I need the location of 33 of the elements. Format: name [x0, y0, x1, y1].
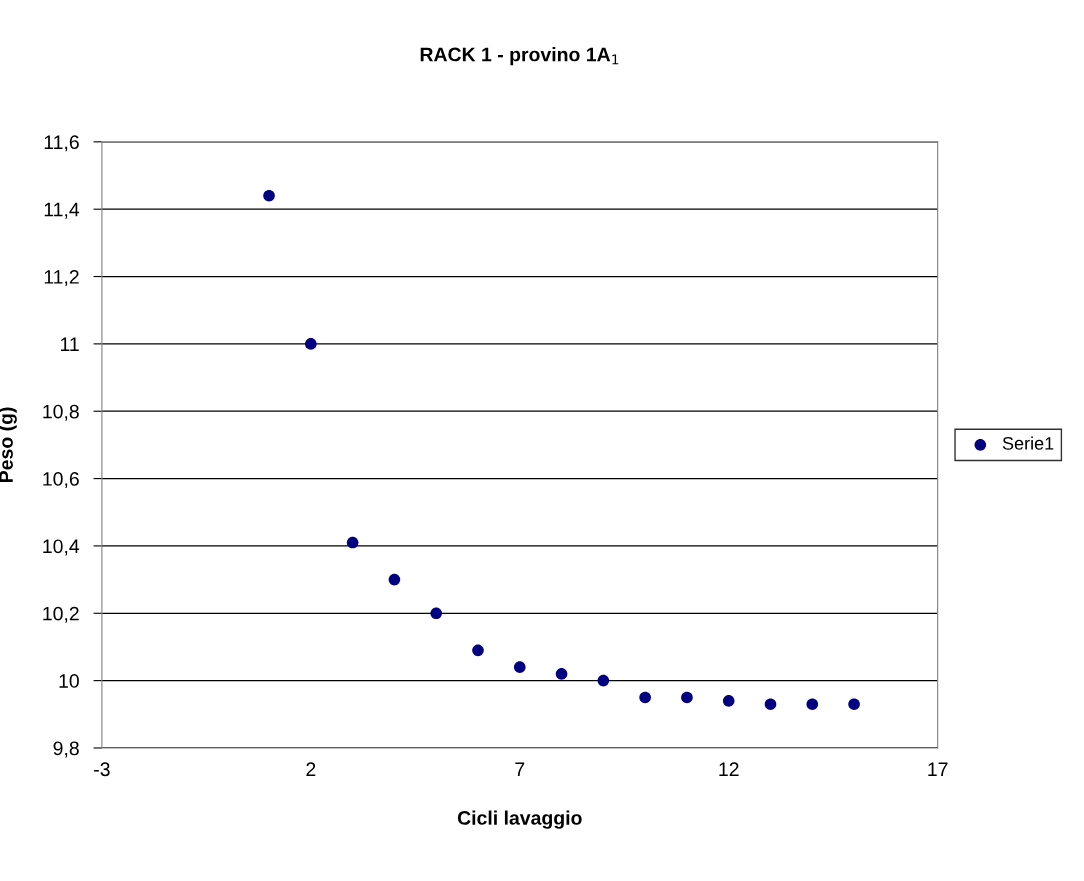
- y-tick-label: 11,4: [44, 202, 80, 219]
- y-tick-label: 10,6: [43, 472, 79, 489]
- point: [806, 698, 819, 710]
- point: [346, 536, 359, 549]
- y-tick-label: 11,2: [44, 270, 79, 287]
- point: [681, 691, 693, 704]
- y-tick-label: 10,2: [43, 606, 79, 623]
- x-tick-label: 7: [515, 762, 525, 776]
- y-tick-label: 10,4: [43, 539, 80, 556]
- point: [305, 338, 317, 350]
- x-tick-label: -3: [94, 762, 110, 777]
- point: [722, 695, 735, 707]
- x-tick-label: 17: [928, 762, 948, 776]
- point: [555, 668, 568, 680]
- point: [513, 661, 526, 673]
- y-tick-label: 10: [59, 674, 79, 688]
- point: [430, 607, 443, 620]
- x-tick-label: 2: [306, 762, 316, 776]
- point: [639, 691, 651, 704]
- point: [388, 573, 401, 586]
- point: [472, 644, 484, 657]
- x-tick-label: 12: [719, 762, 739, 776]
- y-tick-label: 9,8: [53, 741, 79, 758]
- point: [764, 698, 777, 710]
- point: [848, 698, 860, 710]
- chart-title: RACK 1 - provino 1A$_{1}$: [420, 47, 619, 66]
- y-tick-label: 11: [60, 337, 79, 351]
- y-tick-label: 10,8: [43, 404, 79, 421]
- point: [597, 674, 610, 687]
- point: [263, 189, 275, 202]
- legend-label: Serie1: [1002, 436, 1054, 450]
- x-axis-title: Cicli lavaggio: [457, 810, 582, 829]
- y-tick-label: 11,6: [44, 135, 79, 152]
